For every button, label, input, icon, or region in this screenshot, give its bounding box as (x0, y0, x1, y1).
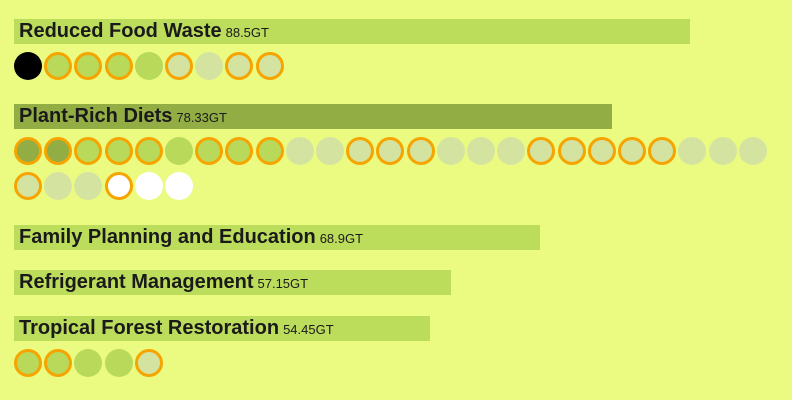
dot[interactable] (376, 137, 405, 165)
dot[interactable] (14, 137, 42, 165)
dot[interactable] (708, 137, 737, 165)
dot[interactable] (44, 349, 73, 377)
dot[interactable] (165, 172, 193, 200)
dot[interactable] (44, 137, 73, 165)
bar[interactable] (14, 270, 451, 295)
dot[interactable] (134, 52, 163, 80)
dot[interactable] (74, 52, 103, 80)
solution-name: Family Planning and Education (19, 226, 316, 248)
bar-label: Tropical Forest Restoration 54.45GT (19, 316, 334, 341)
dot[interactable] (195, 137, 224, 165)
dot[interactable] (406, 137, 435, 165)
dot[interactable] (436, 137, 465, 165)
dot[interactable] (74, 172, 103, 200)
value-label: 68.9GT (319, 231, 364, 246)
dot[interactable] (557, 137, 586, 165)
dot[interactable] (497, 137, 526, 165)
dot[interactable] (74, 349, 103, 377)
dot[interactable] (648, 137, 677, 165)
value-label: 57.15GT (257, 276, 309, 291)
value-label: 78.33GT (176, 110, 227, 125)
value-label: 88.5GT (225, 25, 269, 40)
dot[interactable] (74, 137, 103, 165)
solution-name: Plant-Rich Diets (19, 105, 173, 127)
bar[interactable] (14, 316, 430, 341)
dot[interactable] (104, 137, 133, 165)
bar-label: Reduced Food Waste 88.5GT (19, 19, 269, 44)
dot[interactable] (587, 137, 616, 165)
bar-label: Refrigerant Management 57.15GT (19, 270, 308, 295)
dot[interactable] (14, 52, 42, 80)
dot[interactable] (104, 52, 133, 80)
dot[interactable] (285, 137, 314, 165)
dot[interactable] (225, 137, 254, 165)
dot[interactable] (165, 137, 193, 165)
dot[interactable] (225, 52, 254, 80)
dot[interactable] (316, 137, 344, 165)
solution-name: Reduced Food Waste (19, 20, 222, 42)
dot[interactable] (165, 52, 193, 80)
dot[interactable] (195, 52, 224, 80)
dot[interactable] (738, 137, 767, 165)
bar[interactable] (14, 104, 612, 129)
dot[interactable] (44, 172, 73, 200)
dot[interactable] (255, 137, 284, 165)
solution-name: Refrigerant Management (19, 271, 254, 293)
dot[interactable] (678, 137, 707, 165)
bar[interactable] (14, 225, 540, 250)
dot[interactable] (527, 137, 556, 165)
value-label: 54.45GT (283, 322, 334, 337)
dot[interactable] (44, 52, 73, 80)
dot[interactable] (104, 349, 133, 377)
solution-name: Tropical Forest Restoration (19, 317, 280, 339)
dot[interactable] (134, 349, 163, 377)
dot[interactable] (618, 137, 646, 165)
dot[interactable] (467, 137, 495, 165)
bar[interactable] (14, 19, 690, 44)
bar-label: Plant-Rich Diets 78.33GT (19, 104, 227, 129)
dot[interactable] (255, 52, 284, 80)
dot[interactable] (134, 137, 163, 165)
dot[interactable] (134, 172, 163, 200)
dot[interactable] (346, 137, 375, 165)
dot[interactable] (104, 172, 133, 200)
dot[interactable] (14, 172, 42, 200)
bar-label: Family Planning and Education 68.9GT (19, 225, 363, 250)
dot[interactable] (14, 349, 42, 377)
